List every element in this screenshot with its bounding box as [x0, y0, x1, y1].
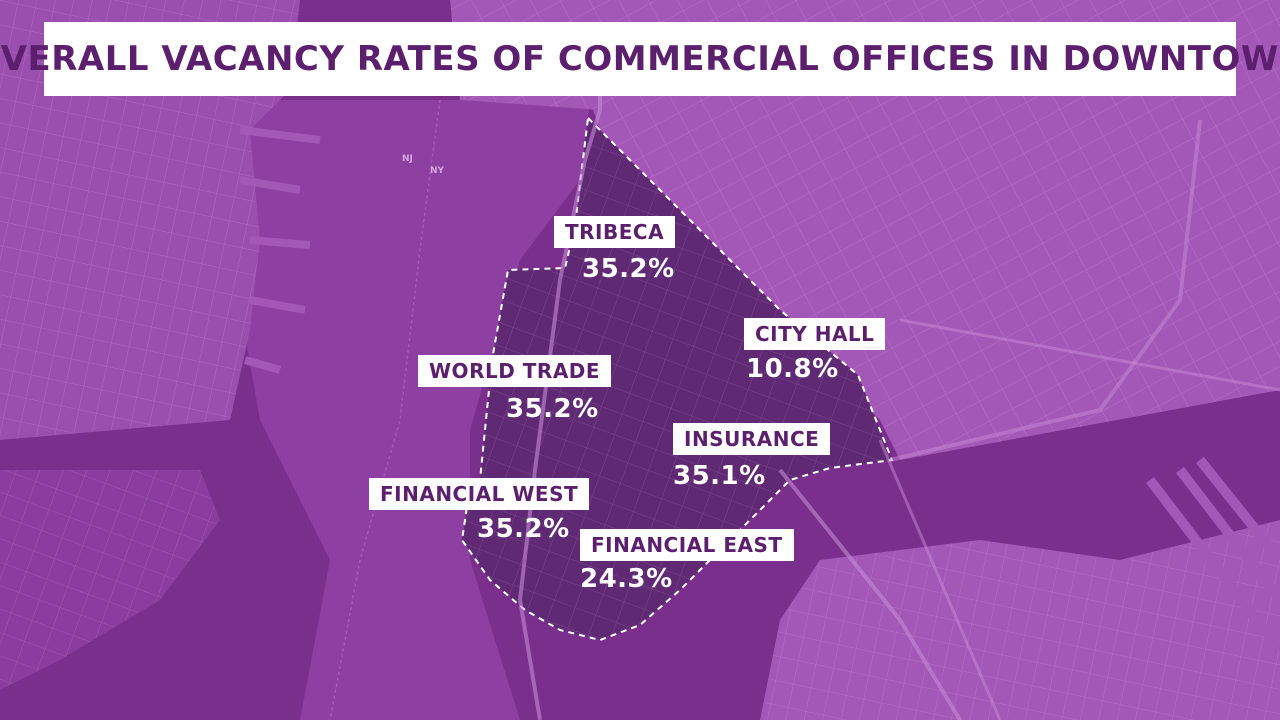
district-label-tribeca: TRIBECA	[554, 216, 676, 248]
district-value-financial-east: 24.3%	[580, 564, 673, 594]
east-road	[899, 318, 1280, 392]
page-title: OVERALL VACANCY RATES OF COMMERCIAL OFFI…	[0, 39, 1280, 79]
district-label-world-trade: WORLD TRADE	[418, 355, 612, 387]
fdr-drive	[889, 119, 1202, 462]
district-value-city-hall: 10.8%	[746, 354, 839, 384]
nj-label: NJ	[402, 154, 413, 164]
nj-piers	[239, 126, 321, 374]
hudson-river	[230, 100, 590, 720]
district-label-insurance: INSURANCE	[673, 423, 831, 455]
west-side-highway	[517, 40, 602, 720]
nj-streets	[0, 0, 300, 440]
brooklyn-streets	[760, 520, 1280, 720]
district-label-financial-west: FINANCIAL WEST	[369, 478, 590, 510]
brooklyn-bridge-road	[778, 468, 962, 720]
manhattan-streets	[590, 0, 1280, 460]
district-label-city-hall: CITY HALL	[744, 318, 886, 350]
manhattan-bridge-road	[878, 439, 1002, 720]
district-value-insurance: 35.1%	[673, 461, 766, 491]
state-line	[329, 99, 441, 720]
nj-lower-streets	[0, 470, 220, 690]
district-value-world-trade: 35.2%	[506, 394, 599, 424]
district-value-financial-west: 35.2%	[477, 514, 570, 544]
title-banner: OVERALL VACANCY RATES OF COMMERCIAL OFFI…	[0, 22, 1280, 96]
district-label-financial-east: FINANCIAL EAST	[580, 529, 794, 561]
brooklyn-piers	[1146, 456, 1280, 654]
district-value-tribeca: 35.2%	[582, 254, 675, 284]
district-boundary	[460, 115, 894, 642]
ny-label: NY	[430, 166, 445, 176]
